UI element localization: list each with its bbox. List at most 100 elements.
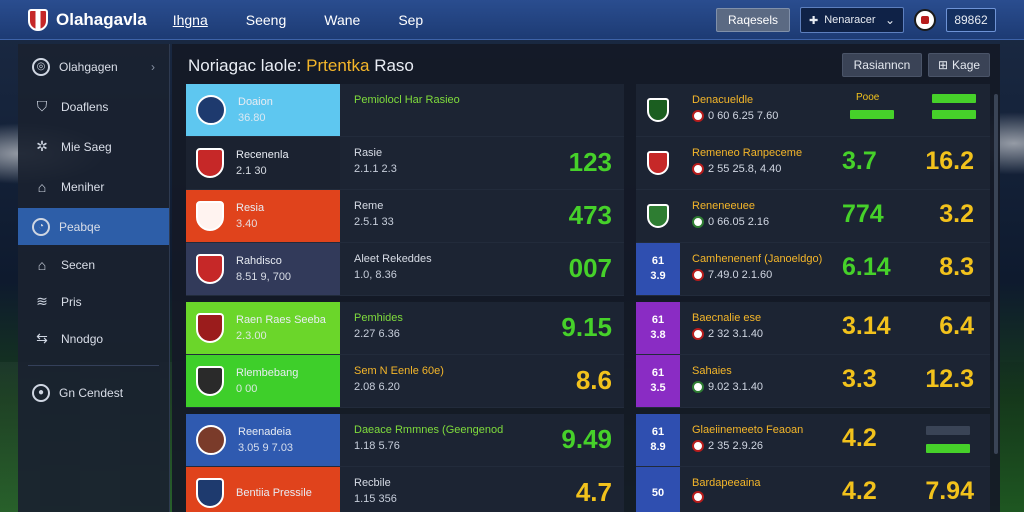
player-info: Glaeiinemeeto Feaoan 2 35 2.9.26 — [680, 414, 803, 466]
player-stats — [692, 491, 761, 503]
player-stats: 2 32 3.1.40 — [692, 326, 763, 342]
stat-value-secondary: 3.2 — [939, 200, 974, 228]
topnav-item[interactable]: Sep — [398, 11, 424, 28]
club-name: Rahdisco — [236, 255, 282, 267]
club-text: Resia 3.40 — [236, 200, 264, 232]
table-row[interactable]: 61 3.5 Sahaies 9.02 3.1.40 3.3 12.3 — [636, 355, 990, 408]
club-crest-icon — [196, 366, 224, 396]
sidebar-item-label: Doaflens — [61, 99, 109, 114]
gear-icon: ✲ — [36, 138, 48, 154]
topnav-item[interactable]: Wane — [324, 11, 361, 28]
club-text: Rlembebang 0 00 — [236, 365, 298, 397]
sidebar-item-stadium[interactable]: ◔ Peabqe — [18, 208, 169, 245]
position-tag: 61 3.9 — [636, 243, 680, 295]
club-crest-icon — [196, 254, 224, 284]
table-row[interactable]: Reenadeia 3.05 9 7.03 Daeace Rmmnes (Geeng… — [186, 414, 624, 467]
topnav-item[interactable]: Ihgna — [172, 11, 208, 28]
player-stats-text: 7.49.0 2.1.60 — [708, 269, 773, 281]
table-row[interactable]: Bentiia Pressile Recbile 1.15 356 4.7 — [186, 467, 624, 512]
position-tag: 61 8.9 — [636, 414, 680, 466]
table-row[interactable]: 61 3.9 Camhenenenf (Janoeldgo) 7.49.0 2.1.6… — [636, 243, 990, 296]
player-name: Denacueldle — [692, 94, 754, 106]
scrollbar[interactable] — [994, 94, 998, 454]
club-cell: Recenenla 2.1 30 — [186, 137, 340, 189]
player-stats: 0 66.05 2.16 — [692, 214, 769, 230]
rating-value: 4.7 — [575, 477, 612, 507]
search-button[interactable]: Raqesels — [716, 8, 790, 32]
table-row[interactable]: Doaion 36.80 Pemiolocl Har Rasieo — [186, 84, 624, 137]
topnav-item[interactable]: Seeng — [245, 11, 287, 28]
info-detail: 1.0, 8.36 — [354, 269, 397, 281]
sidebar-item-match[interactable]: ● Gn Cendest — [18, 374, 169, 411]
player-info: Bardapeeaina — [680, 467, 761, 512]
sidebar-item-tactics[interactable]: ≋ Pris — [18, 283, 169, 320]
table-row[interactable]: Denacueldle 0 60 6.25 7.60 Pooe — [636, 84, 990, 137]
info-cell: Reme 2.5.1 33 — [340, 190, 624, 242]
table-row[interactable]: 61 8.9 Glaeiinemeeto Feaoan 2 35 2.9.26 4.2 — [636, 414, 990, 467]
position-number: 50 — [651, 486, 665, 499]
avatar[interactable] — [914, 9, 936, 31]
club-name: Reenadeia — [238, 426, 292, 438]
table-row[interactable]: Resia 3.40 Reme 2.5.1 33 473 — [186, 190, 624, 243]
position-tag — [636, 190, 680, 242]
player-stats: 7.49.0 2.1.60 — [692, 267, 822, 283]
position-tag — [636, 137, 680, 189]
sidebar-item-settings[interactable]: ✲ Mie Saeg — [18, 128, 169, 165]
app-logo[interactable]: Olahagavla — [28, 8, 147, 31]
club-name: Bentiia Pressile — [236, 487, 312, 499]
stat-value-primary: 3.14 — [842, 312, 891, 340]
info-cell: Recbile 1.15 356 — [340, 467, 624, 512]
sidebar-item-label: Olahgagen — [59, 59, 118, 74]
main-panel: Noriagac laole: Prtentka Raso Rasianncn … — [172, 44, 1000, 512]
club-dot-icon — [692, 440, 704, 452]
chevron-down-icon: ⌄ — [884, 13, 895, 27]
club-crest-icon — [647, 151, 669, 175]
table-row[interactable]: Raen Raes Seeba 2.3.00 Pemhides 2.27 6.36 9.… — [186, 302, 624, 355]
left-list: Doaion 36.80 Pemiolocl Har Rasieo Recenenla… — [186, 84, 624, 512]
club-cell: Rlembebang 0 00 — [186, 355, 340, 407]
page-title-suffix: Raso — [374, 56, 414, 75]
sidebar-item-finance[interactable]: ⌂ Meniher — [18, 168, 169, 205]
player-stats-text: 0 66.05 2.16 — [708, 216, 770, 228]
club-cell: Bentiia Pressile — [186, 467, 340, 512]
info-cell: Pemhides 2.27 6.36 — [340, 302, 624, 354]
player-info: Reneneeuee 0 66.05 2.16 — [680, 190, 769, 242]
table-row[interactable]: 61 3.8 Baecnalie ese 2 32 3.1.40 3.14 6.4 — [636, 302, 990, 355]
position-sub: 8.9 — [650, 441, 666, 453]
player-stats-text: 0 60 6.25 7.60 — [708, 110, 779, 122]
table-row[interactable]: 50 Bardapeeaina 4.2 7.94 — [636, 467, 990, 512]
club-cell: Rahdisco 8.51 9, 700 — [186, 243, 340, 295]
table-row[interactable]: Remeneo Ranpeceme 2 55 25.8, 4.40 3.7 16.2 — [636, 137, 990, 190]
sidebar-divider — [28, 365, 159, 366]
player-info: Denacueldle 0 60 6.25 7.60 — [680, 84, 778, 136]
player-stats: 9.02 3.1.40 — [692, 379, 763, 395]
table-row[interactable]: Rlembebang 0 00 Sem N Eenle 60e) 2.08 6.20 8… — [186, 355, 624, 408]
rating-value: 007 — [568, 253, 612, 283]
club-dot-icon — [692, 491, 704, 503]
sidebar-item-teams[interactable]: ⛉ Doaflens — [18, 88, 169, 125]
player-stats-text: 9.02 3.1.40 — [708, 381, 764, 393]
info-title: Recbile — [354, 477, 391, 489]
club-crest-icon — [196, 313, 224, 343]
sidebar-item-home[interactable]: ⌂ Secen — [18, 246, 169, 283]
club-sub: 2.3.00 — [236, 330, 267, 342]
position-tag — [636, 84, 680, 136]
club-name: Recenenla — [236, 149, 289, 161]
sidebar-item-transfers[interactable]: ⇆ Nnodgo — [18, 320, 169, 357]
stat-value-secondary: 12.3 — [925, 365, 974, 393]
info-title: Pemhides — [354, 312, 403, 324]
club-crest-icon — [647, 204, 669, 228]
table-row[interactable]: Recenenla 2.1 30 Rasie 2.1.1 2.3 123 — [186, 137, 624, 190]
position-tag: 50 — [636, 467, 680, 512]
transfer-icon: ⇆ — [36, 330, 48, 346]
position-sub: 3.9 — [650, 270, 666, 282]
account-button[interactable]: 89862 — [946, 8, 996, 32]
sidebar-item-search[interactable]: ◎ Olahgagen › — [18, 48, 169, 85]
manager-select[interactable]: ✚ Nenaracer ⌄ — [800, 7, 904, 33]
primary-action-button[interactable]: Rasianncn — [842, 53, 922, 77]
progress-bar — [850, 110, 894, 119]
table-row[interactable]: Reneneeuee 0 66.05 2.16 774 3.2 — [636, 190, 990, 243]
position-number: 61 — [651, 314, 665, 326]
table-row[interactable]: Rahdisco 8.51 9, 700 Aleet Rekeddes 1.0, 8.… — [186, 243, 624, 296]
secondary-action-button[interactable]: ⊞ Kage — [928, 53, 990, 77]
